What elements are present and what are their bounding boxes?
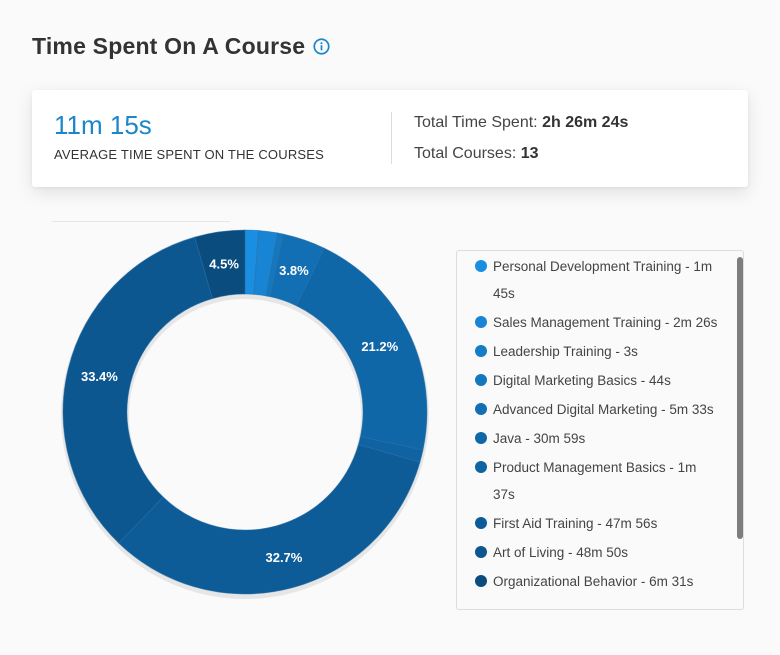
legend-item[interactable]: Java - 30m 59s [473, 425, 721, 452]
legend-item[interactable]: Product Management Basics - 1m 37s [473, 454, 721, 508]
legend-dot-icon [475, 517, 487, 529]
legend-dot-icon [475, 374, 487, 386]
summary-divider [391, 112, 392, 164]
summary-card: 11m 15s AVERAGE TIME SPENT ON THE COURSE… [32, 90, 748, 187]
total-courses-stat: Total Courses: 13 [414, 145, 539, 163]
chart-legend[interactable]: Personal Development Training - 1m 45s Sa… [456, 250, 744, 610]
legend-item[interactable]: First Aid Training - 47m 56s [473, 510, 721, 537]
legend-dot-icon [475, 461, 487, 473]
legend-item[interactable]: Digital Marketing Basics - 44s [473, 367, 721, 394]
average-time-label: AVERAGE TIME SPENT ON THE COURSES [54, 147, 325, 162]
legend-dot-icon [475, 345, 487, 357]
slice-percent-label-9: 4.5% [209, 256, 239, 271]
legend-item-label: Leadership Training - 3s [493, 344, 638, 359]
total-time-stat: Total Time Spent: 2h 26m 24s [414, 114, 628, 132]
legend-item-label: Art of Living - 48m 50s [493, 545, 629, 560]
legend-item-label: Product Management Basics - 1m 37s [493, 460, 697, 502]
legend-item[interactable]: Personal Development Training - 1m 45s [473, 253, 721, 307]
page-title: Time Spent On A Course [32, 33, 330, 60]
legend-dot-icon [475, 575, 487, 587]
total-time-value: 2h 26m 24s [542, 114, 629, 131]
total-time-label: Total Time Spent: [414, 114, 538, 131]
legend-dot-icon [475, 260, 487, 272]
legend-scrollbar[interactable] [737, 257, 743, 539]
legend-item[interactable]: Advanced Digital Marketing - 5m 33s [473, 396, 721, 423]
legend-item-label: Digital Marketing Basics - 44s [493, 373, 671, 388]
donut-slice-9[interactable] [194, 229, 246, 300]
legend-item[interactable]: Organizational Behavior - 6m 31s [473, 568, 721, 595]
donut-slice-7[interactable] [118, 444, 421, 595]
legend-dot-icon [475, 432, 487, 444]
total-courses-label: Total Courses: [414, 145, 517, 162]
slice-percent-label-4: 3.8% [279, 263, 309, 278]
legend-item[interactable]: Leadership Training - 3s [473, 338, 721, 365]
legend-dot-icon [475, 316, 487, 328]
legend-dot-icon [475, 403, 487, 415]
legend-item-label: Personal Development Training - 1m 45s [493, 259, 713, 301]
slice-percent-label-5: 21.2% [361, 339, 398, 354]
legend-item-label: Organizational Behavior - 6m 31s [493, 574, 694, 589]
legend-item-label: First Aid Training - 47m 56s [493, 516, 658, 531]
legend-list: Personal Development Training - 1m 45s Sa… [473, 251, 721, 595]
legend-item[interactable]: Sales Management Training - 2m 26s [473, 309, 721, 336]
legend-item-label: Java - 30m 59s [493, 431, 586, 446]
average-time-value: 11m 15s [54, 110, 152, 140]
donut-slice-8[interactable] [62, 236, 213, 544]
donut-chart: 3.8% 21.2% 32.7% 33.4% 4.5% [61, 229, 429, 599]
legend-item-label: Sales Management Training - 2m 26s [493, 315, 718, 330]
legend-item-label: Advanced Digital Marketing - 5m 33s [493, 402, 714, 417]
chart-separator [52, 221, 230, 222]
info-icon[interactable] [313, 38, 330, 55]
slice-percent-label-8: 33.4% [81, 369, 118, 384]
legend-item[interactable]: Art of Living - 48m 50s [473, 539, 721, 566]
page-title-text: Time Spent On A Course [32, 33, 306, 59]
slice-percent-label-7: 32.7% [265, 550, 302, 565]
legend-dot-icon [475, 546, 487, 558]
total-courses-value: 13 [520, 145, 539, 162]
